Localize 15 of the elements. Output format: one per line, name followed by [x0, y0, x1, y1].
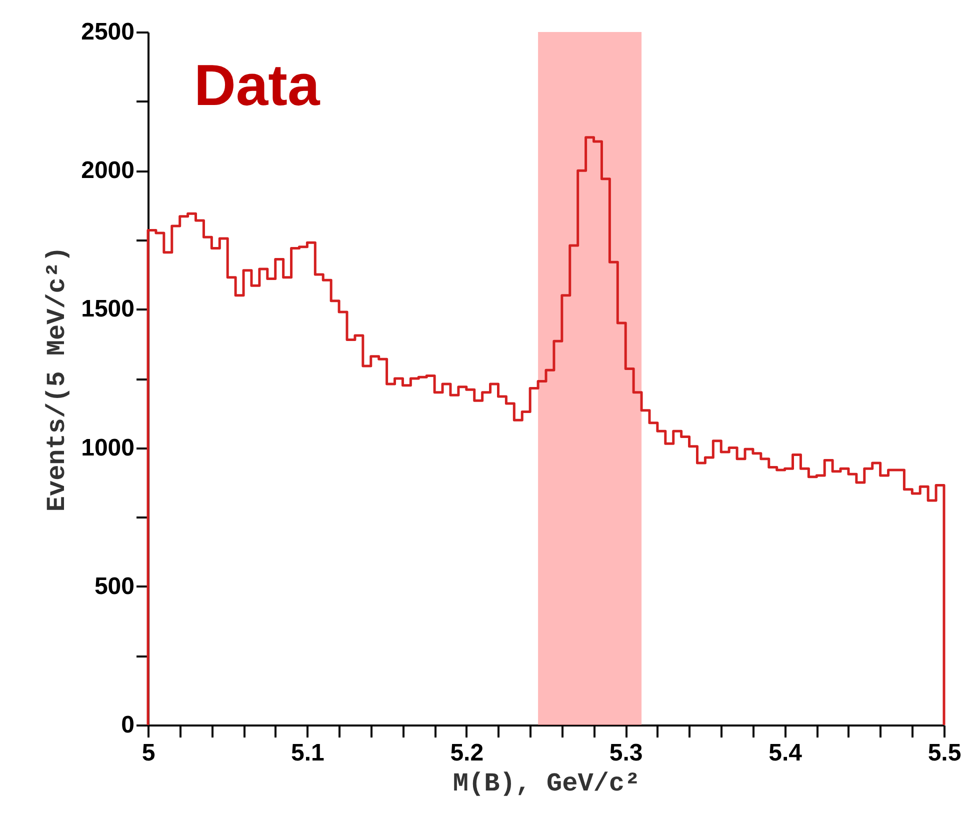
- y-tick-label: 500: [94, 572, 134, 600]
- annotation: Data: [194, 53, 320, 118]
- y-tick-label: 1500: [81, 296, 134, 323]
- x-axis-title: M(B), GeV/c²: [452, 768, 640, 798]
- x-tick-label: 5.4: [768, 740, 803, 766]
- y-tick-label: 1000: [81, 434, 134, 462]
- x-tick-label: 5.3: [609, 740, 643, 766]
- y-axis-title: Events/(5 MeV/c²): [42, 246, 72, 512]
- x-tick-label: 5.2: [450, 740, 484, 766]
- y-tick-label: 0: [121, 712, 134, 738]
- x-tick-label: 5.5: [928, 740, 962, 766]
- x-tick-label: 5.1: [291, 740, 324, 766]
- y-tick-label: 2500: [81, 18, 134, 46]
- x-tick-label: 5: [142, 740, 156, 766]
- y-tick-label: 2000: [81, 157, 134, 184]
